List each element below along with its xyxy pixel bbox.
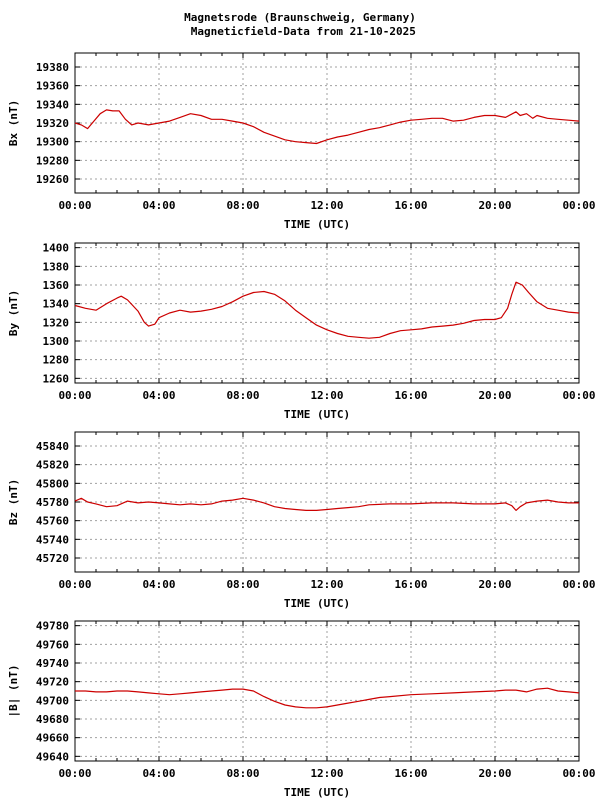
panel4-y-axis-label: |B| (nT) [7,665,20,718]
panel2-series-line [74,281,580,339]
panel4-x-tick-label: 04:00 [142,767,175,780]
panel4-y-tick-label: 49700 [36,694,69,707]
panel2-y-tick-label: 1340 [43,298,70,311]
panel1-y-tick-label: 19340 [36,98,69,111]
panel1-y-tick-label: 19280 [36,154,69,167]
panel4-y-tick-label: 49640 [36,750,69,763]
panel2-x-tick-label: 12:00 [310,389,343,402]
panel3-y-tick-label: 45820 [36,459,69,472]
panel3-x-axis-label: TIME (UTC) [284,597,350,610]
panel1-y-tick-label: 19300 [36,136,69,149]
panel3-y-tick-label: 45800 [36,477,69,490]
panel3-y-tick-label: 45740 [36,533,69,546]
panel1-y-tick-label: 19260 [36,173,69,186]
panel1-x-tick-label: 12:00 [310,199,343,212]
panel3-plot-frame [74,431,580,573]
panel3-y-tick-label: 45720 [36,552,69,565]
panel4-y-tick-label: 49660 [36,732,69,745]
panel3-x-tick-label: 20:00 [478,578,511,591]
panel1-x-tick-label: 00:00 [58,199,91,212]
panel2-y-tick-label: 1360 [43,279,70,292]
panel4-x-tick-label: 08:00 [226,767,259,780]
panel4-series-line [75,687,580,709]
panel2-x-tick-label: 00:00 [562,389,595,402]
panel4-y-tick-label: 49680 [36,713,69,726]
panel4-y-tick-label: 49720 [36,676,69,689]
panel2-x-tick-label: 08:00 [226,389,259,402]
panel3-y-axis-label: Bz (nT) [7,479,20,525]
panel3-x-tick-label: 00:00 [58,578,91,591]
panel2-x-axis-label: TIME (UTC) [284,408,350,421]
panel1-x-axis-label: TIME (UTC) [284,218,350,231]
panel1-x-tick-label: 04:00 [142,199,175,212]
panel3-series-line [74,497,579,511]
panel1-y-tick-label: 19380 [36,61,69,74]
chart-title-block: Magnetsrode (Braunschweig, Germany) Magn… [0,11,600,39]
panel1-x-tick-label: 00:00 [562,199,595,212]
panel1-x-tick-label: 08:00 [226,199,259,212]
panel4-x-axis-label: TIME (UTC) [284,786,350,799]
panel1-y-tick-label: 19360 [36,80,69,93]
panel2-y-tick-label: 1320 [43,316,70,329]
panel2-x-tick-label: 16:00 [394,389,427,402]
panel3-x-tick-label: 12:00 [310,578,343,591]
panel1-x-tick-label: 20:00 [478,199,511,212]
panel2-y-tick-label: 1280 [43,354,70,367]
panel4-y-tick-label: 49760 [36,638,69,651]
panel2-x-tick-label: 04:00 [142,389,175,402]
panel4-x-tick-label: 16:00 [394,767,427,780]
panel1-x-tick-label: 16:00 [394,199,427,212]
panel3-x-tick-label: 16:00 [394,578,427,591]
panel3-y-tick-label: 45760 [36,515,69,528]
panel3-x-tick-label: 04:00 [142,578,175,591]
panel4-y-tick-label: 49740 [36,657,69,670]
panel4-x-tick-label: 00:00 [562,767,595,780]
panel3-y-tick-label: 45780 [36,496,69,509]
panel2-y-tick-label: 1300 [43,335,70,348]
panel4-x-tick-label: 12:00 [310,767,343,780]
chart-title-line1: Magnetsrode (Braunschweig, Germany) [184,11,416,24]
panel2-y-axis-label: By (nT) [7,290,20,336]
panel2-y-tick-label: 1260 [43,372,70,385]
panel1-y-tick-label: 19320 [36,117,69,130]
panel3-x-tick-label: 08:00 [226,578,259,591]
chart-title-line2: Magneticfield-Data from 21-10-2025 [184,25,416,38]
panel3-y-tick-label: 45840 [36,440,69,453]
panel3-x-tick-label: 00:00 [562,578,595,591]
panel2-y-tick-label: 1400 [43,242,70,255]
panel4-y-tick-label: 49780 [36,620,69,633]
panel2-x-tick-label: 00:00 [58,389,91,402]
panel1-y-axis-label: Bx (nT) [7,100,20,146]
panel1-series-line [74,109,580,145]
panel4-x-tick-label: 20:00 [478,767,511,780]
panel4-x-tick-label: 00:00 [58,767,91,780]
panel2-y-tick-label: 1380 [43,260,70,273]
panel2-x-tick-label: 20:00 [478,389,511,402]
